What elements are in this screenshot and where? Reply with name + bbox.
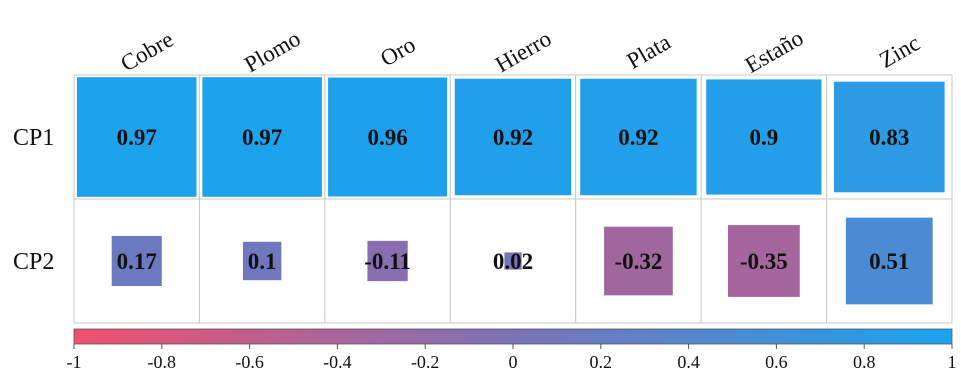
colorbar-ticks: -1 -0.8 -0.6 -0.4 -0.2 0 0.2 0.4 0.6 0.8 1 [67,344,957,372]
value-squares [76,77,945,305]
value-label: 0.02 [493,249,533,274]
value-label: 0.83 [869,125,909,150]
value-label: 0.1 [248,249,277,274]
row-label: CP1 [13,125,54,151]
value-label: 0.9 [749,125,778,150]
value-square [111,235,162,287]
value-label: -0.32 [614,249,662,274]
column-label: Plomo [240,26,305,78]
value-label: 0.97 [117,125,157,150]
value-square [454,78,572,196]
value-square [76,77,197,197]
colorbar-tick-label: 0.8 [853,352,876,372]
colorbar-tick-label: -0.8 [148,352,177,372]
colorbar-tick-label: 1 [948,352,957,372]
column-label: Zinc [875,30,924,73]
value-square [242,241,282,281]
value-square [727,225,800,297]
column-label: Hierro [491,26,555,78]
colorbar-tick-label: 0.4 [677,352,700,372]
row-label: CP2 [13,249,54,275]
column-label: Oro [376,32,419,72]
value-square [706,79,822,195]
value-square [202,77,322,197]
value-label: 0.97 [242,125,282,150]
colorbar-tick-label: -0.4 [323,352,352,372]
colorbar-tick-label: 0.2 [590,352,613,372]
value-label: 0.92 [493,125,533,150]
column-label: Plata [623,29,675,74]
column-labels: Cobre Plomo Oro Hierro Plata Estaño Zinc [116,25,924,78]
value-square [845,217,933,305]
column-label: Estaño [741,25,808,78]
value-label: 0.51 [869,249,909,274]
value-square [580,78,697,196]
colorbar-tick-label: 0 [509,352,518,372]
value-square [604,226,673,296]
colorbar-tick-label: -1 [67,352,82,372]
row-labels: CP1 CP2 [13,125,54,275]
value-label: -0.35 [740,249,788,274]
value-labels: 0.97 0.97 0.96 0.92 0.92 0.9 0.83 0.17 0.1 -0.11 0… [117,125,910,274]
value-label: 0.17 [117,249,157,274]
colorbar-tick-label: -0.2 [411,352,440,372]
colorbar-tick-label: 0.6 [765,352,788,372]
column-label: Cobre [116,27,177,77]
value-square [833,81,945,193]
value-label: -0.11 [364,249,411,274]
colorbar [73,328,953,345]
colorbar-tick-label: -0.6 [235,352,264,372]
value-square [504,252,522,270]
value-label: 0.96 [367,125,407,150]
value-square [367,240,408,282]
value-square [328,77,448,197]
value-label: 0.92 [618,125,658,150]
